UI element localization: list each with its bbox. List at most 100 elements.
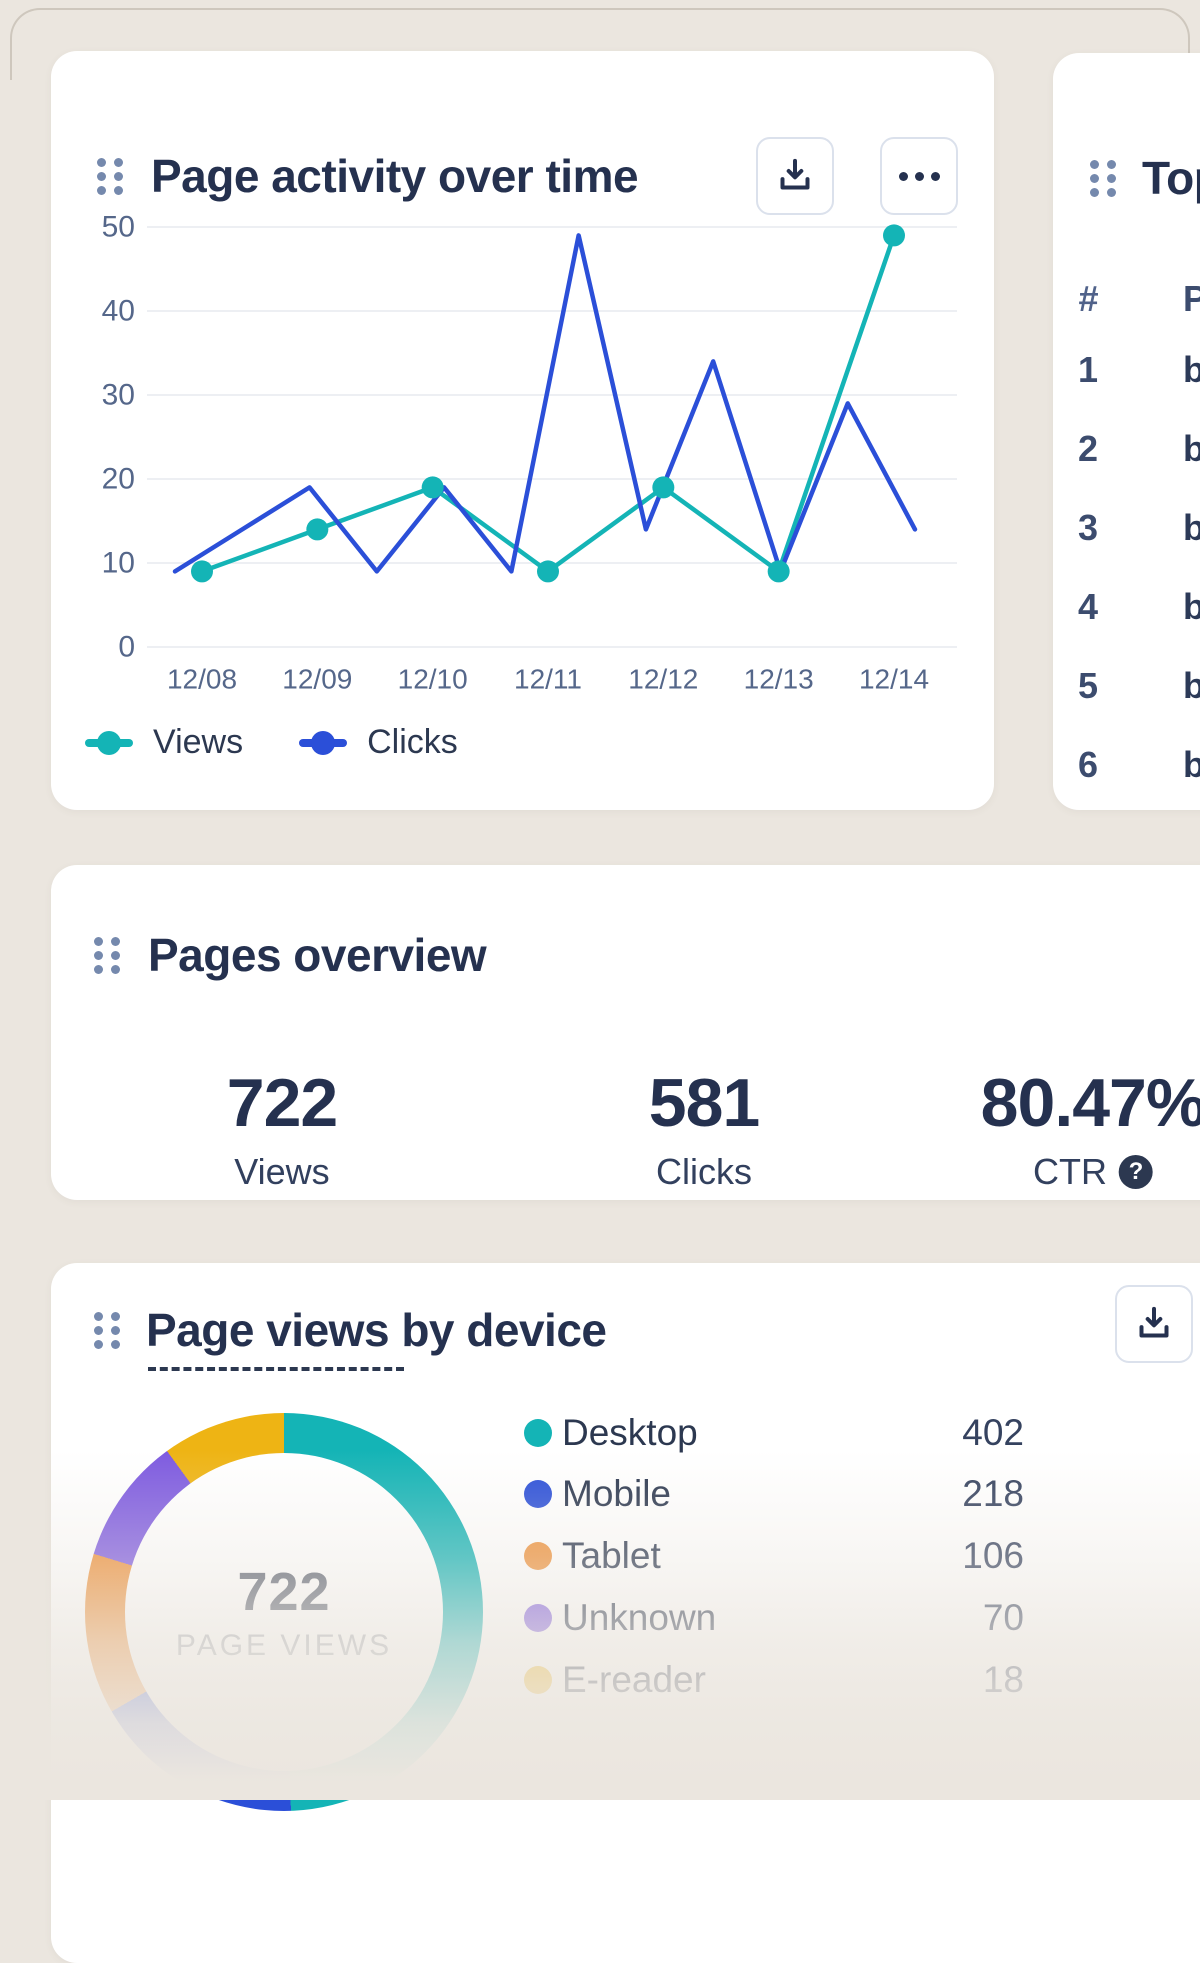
page-column-header: P [1183,278,1200,319]
stat-clicks: 581 Clicks [648,1065,760,1193]
drag-handle-icon[interactable] [94,1311,120,1349]
activity-chart-legend: Views Clicks [85,723,458,762]
donut-center-value: 722 [237,1562,331,1622]
more-options-button[interactable] [880,137,958,215]
donut-center: 722 PAGE VIEWS [125,1453,443,1771]
legend-dot-icon [524,1604,552,1632]
drag-handle-icon[interactable] [94,936,120,974]
legend-dot-icon [524,1542,552,1570]
download-button[interactable] [756,137,834,215]
legend-marker-icon [299,730,348,755]
stat-label: Views [234,1151,330,1192]
y-tick-label: 0 [118,631,135,664]
page-activity-title: Page activity over time [151,150,639,202]
legend-item-views[interactable]: Views [85,723,243,762]
legend-label: Views [153,723,244,761]
stat-ctr: 80.47% CTR? [981,1065,1200,1193]
x-tick-label: 12/08 [167,664,237,695]
data-point-views[interactable] [421,476,444,499]
legend-label: E-reader [562,1659,706,1700]
pages-overview-title: Pages overview [148,929,487,981]
row-page: b [1183,349,1200,390]
legend-dot-icon [524,1666,552,1694]
devices-title-underline [148,1367,404,1371]
y-tick-label: 50 [102,211,135,244]
pages-overview-header: Pages overview [94,927,1200,983]
download-icon [775,155,815,198]
row-rank: 5 [1078,665,1099,706]
legend-label: Mobile [562,1473,671,1514]
legend-dot-icon [524,1419,552,1447]
data-point-views[interactable] [537,560,559,583]
x-tick-label: 12/10 [398,664,468,695]
x-tick-label: 12/09 [282,664,352,695]
legend-marker-icon [85,730,133,755]
y-tick-label: 20 [102,463,135,496]
data-point-views[interactable] [652,476,675,499]
ellipsis-icon [898,171,940,181]
legend-value: 70 [982,1597,1024,1638]
legend-item-unknown[interactable]: Unknown 70 [524,1595,1024,1641]
row-page: b [1183,744,1200,785]
row-page: b [1183,428,1200,469]
top-pages-title: Top [1142,152,1200,204]
page-activity-header: Page activity over time [97,137,958,215]
stat-label: Clicks [656,1151,752,1192]
x-tick-label: 12/12 [628,664,698,695]
page-activity-card: Page activity over time 0 10 20 30 40 50 12/08… [51,51,994,810]
series-line-views [199,233,897,574]
device-donut-chart: 722 PAGE VIEWS [85,1413,483,1811]
devices-title: Page views by device [146,1304,607,1356]
rank-column-header: # [1078,278,1099,319]
x-tick-label: 12/14 [859,664,929,695]
y-tick-label: 40 [102,295,135,328]
stat-value: 722 [226,1065,338,1141]
x-tick-label: 12/13 [744,664,814,695]
help-icon[interactable]: ? [1118,1155,1153,1189]
devices-header: Page views by device [94,1291,1200,1369]
legend-item-e-reader[interactable]: E-reader 18 [524,1657,1024,1703]
data-point-views[interactable] [883,224,905,247]
data-point-views[interactable] [191,560,213,583]
drag-handle-icon[interactable] [1090,159,1116,197]
stat-value: 581 [648,1065,760,1141]
stat-value: 80.47% [980,1065,1200,1141]
legend-item-tablet[interactable]: Tablet 106 [524,1533,1024,1579]
legend-item-clicks[interactable]: Clicks [299,723,458,762]
legend-label: Desktop [562,1412,698,1453]
row-page: b [1183,665,1200,706]
row-rank: 6 [1078,744,1099,785]
legend-label: Unknown [562,1597,717,1638]
legend-value: 218 [962,1473,1024,1514]
download-button[interactable] [1115,1285,1193,1363]
data-point-views[interactable] [767,560,790,583]
top-pages-card: Top # P 1 b 2 b 3 b 4 b 5 b 6 b [1053,53,1200,810]
donut-center-label: PAGE VIEWS [175,1629,393,1662]
row-rank: 2 [1078,428,1099,469]
legend-label: Tablet [562,1535,661,1576]
legend-item-desktop[interactable]: Desktop 402 [524,1410,1024,1456]
pages-overview-card: Pages overview 722 Views 581 Clicks 80.47% CT… [51,865,1200,1200]
legend-value: 18 [982,1659,1024,1700]
legend-dot-icon [524,1480,552,1508]
series-line-clicks [172,233,918,574]
stat-views: 722 Views [226,1065,338,1193]
page-views-by-device-card: Page views by device 722 PAGE VIEWS Desk… [51,1263,1200,1963]
download-icon [1134,1303,1174,1346]
row-rank: 1 [1078,349,1099,390]
y-tick-label: 30 [102,379,135,412]
legend-item-mobile[interactable]: Mobile 218 [524,1471,1024,1517]
activity-chart: 0 10 20 30 40 50 12/08 12/09 12/10 12/11 12/12 12/1… [102,211,957,695]
legend-value: 106 [962,1535,1024,1576]
stat-label: CTR? [981,1151,1200,1193]
legend-label: Clicks [367,723,458,761]
row-page: b [1183,507,1200,548]
legend-value: 402 [962,1412,1024,1453]
top-pages-header: Top [1090,139,1200,217]
x-tick-label: 12/11 [514,664,582,695]
data-point-views[interactable] [306,518,329,541]
row-page: b [1183,586,1200,627]
drag-handle-icon[interactable] [97,157,123,195]
y-tick-label: 10 [102,547,135,580]
row-rank: 3 [1078,507,1099,548]
